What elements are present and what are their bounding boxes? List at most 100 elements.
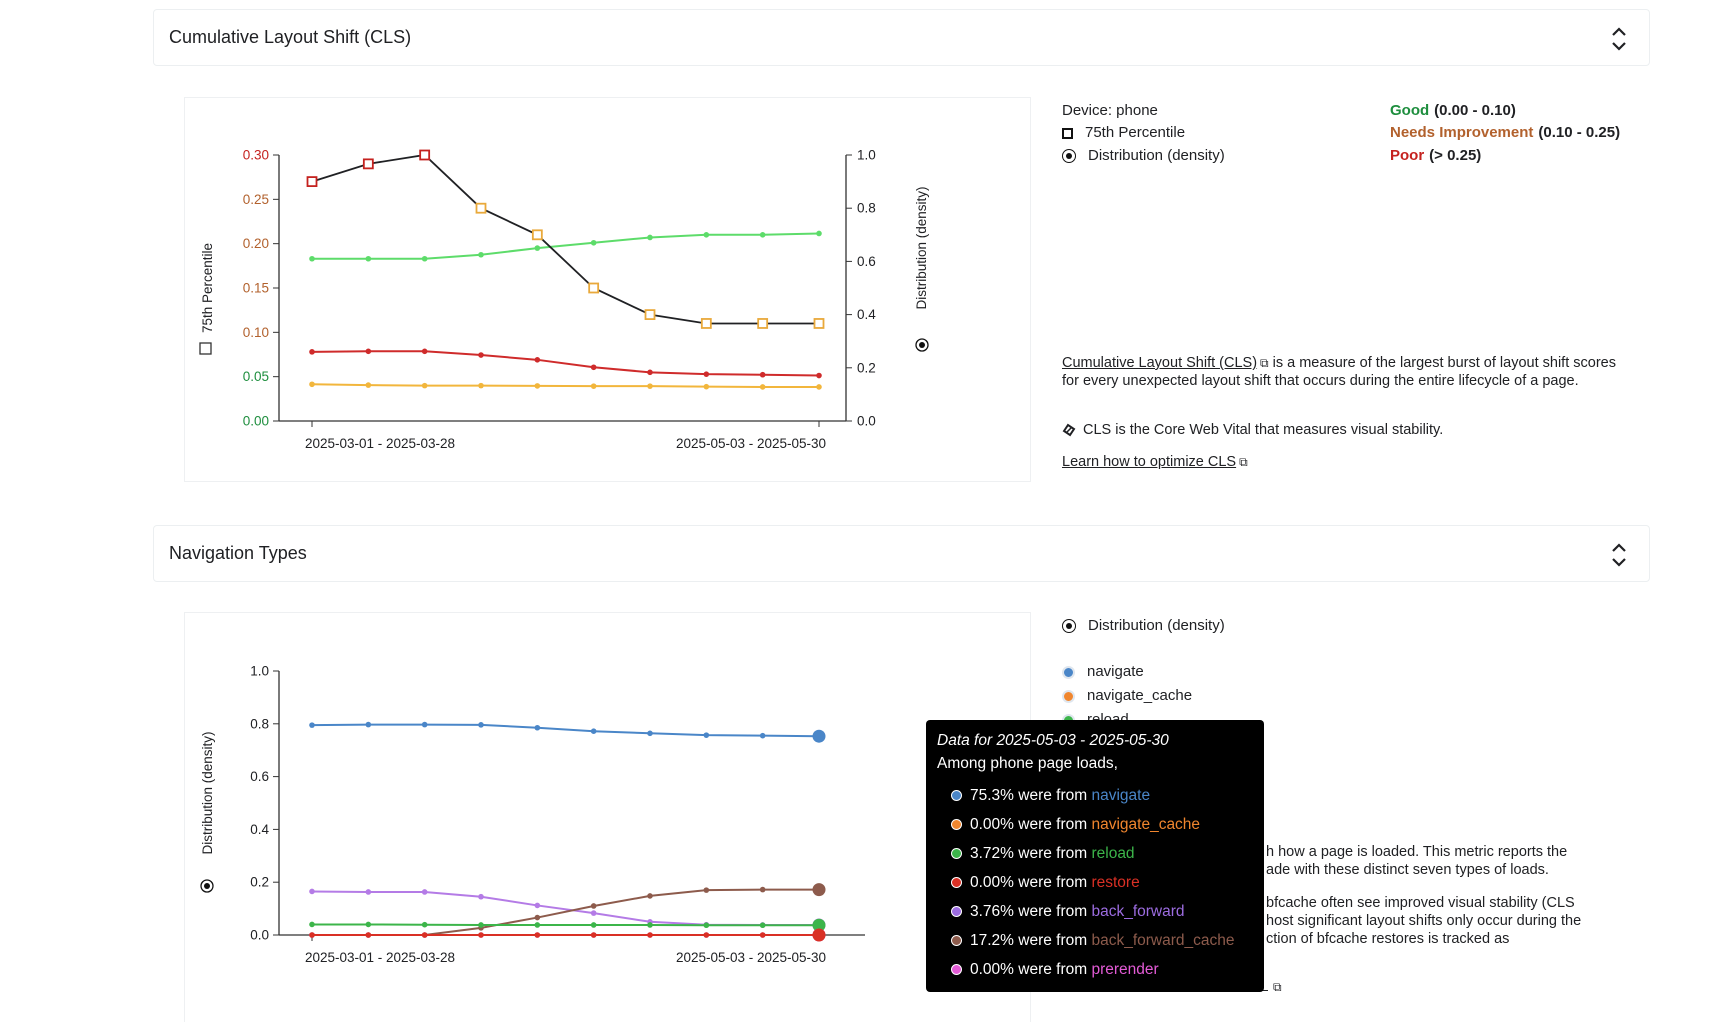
expand-collapse-icon[interactable] (1609, 542, 1629, 568)
series-point-navigate (309, 722, 315, 728)
series-point-back_forward (534, 902, 541, 909)
chart-tooltip: Data for 2025-05-03 - 2025-05-30 Among p… (926, 720, 1264, 992)
distribution-series-point (703, 383, 710, 390)
series-point-back_forward_cache (703, 887, 710, 893)
distribution-series-point (478, 382, 484, 389)
good-range: (0.00 - 0.10) (1434, 102, 1516, 119)
distribution-series-point (365, 348, 372, 355)
legend-p75-label: 75th Percentile (1085, 124, 1186, 141)
p75-point (475, 202, 487, 214)
nav-description-partial-1: h how a page is loaded. This metric repo… (1266, 843, 1646, 879)
series-point-back_forward_cache (590, 903, 597, 909)
expand-collapse-icon[interactable] (1609, 26, 1629, 52)
tooltip-row: 3.72% were from reload (937, 839, 1253, 868)
threshold-poor: Poor (> 0.25) (1390, 146, 1481, 166)
y-tick-label-right: 0.2 (857, 360, 876, 375)
radio-marker-icon (1062, 149, 1076, 163)
distribution-series-point (309, 381, 315, 388)
cls-doc-link[interactable]: Cumulative Layout Shift (CLS) (1062, 355, 1258, 371)
series-point-restore (647, 932, 653, 938)
p75-point (362, 158, 374, 170)
tooltip-row-type: restore (1091, 873, 1140, 891)
y-axis-label-left: 75th Percentile (200, 243, 215, 333)
tooltip-row: 17.2% were from back_forward_cache (937, 926, 1253, 955)
p75-point (306, 176, 318, 187)
series-point-restore (812, 928, 826, 942)
nav-desc-line: host significant layout shifts only occu… (1266, 913, 1582, 929)
series-point-reload (590, 922, 597, 928)
distribution-series-line (311, 350, 820, 377)
radio-marker-icon (1062, 619, 1076, 633)
distribution-series-point (365, 255, 372, 262)
x-tick-label: 2025-03-01 - 2025-03-28 (305, 950, 455, 965)
legend-distribution[interactable]: Distribution (density) (1062, 146, 1225, 166)
external-link-icon[interactable]: ⧉ (1273, 980, 1282, 994)
y-axis-label-right: Distribution (density) (914, 186, 929, 309)
legend-navigate[interactable]: navigate (1062, 662, 1144, 682)
tooltip-title: Data for 2025-05-03 - 2025-05-30 (937, 732, 1169, 749)
square-marker-icon (199, 342, 212, 355)
device-text: Device: phone (1062, 102, 1158, 119)
section-title: Cumulative Layout Shift (CLS) (169, 27, 412, 47)
tooltip-row: 0.00% were from restore (937, 868, 1253, 897)
y-tick-label-right: 0.4 (857, 307, 876, 322)
p75-point (813, 318, 825, 329)
series-point-reload (478, 922, 484, 928)
distribution-series-point (421, 255, 428, 262)
navigate-cache-dot-icon (1062, 689, 1075, 703)
threshold-good: Good (0.00 - 0.10) (1390, 101, 1516, 121)
learn-optimize-link[interactable]: Learn how to optimize CLS (1062, 454, 1237, 470)
distribution-series-line (312, 232, 820, 260)
series-point-back_forward (590, 910, 597, 916)
distribution-series-point (309, 349, 315, 355)
series-dot-icon (951, 819, 962, 830)
series-line-back_forward_cache (312, 888, 819, 936)
series-point-reload (309, 921, 315, 928)
distribution-series-line (311, 383, 819, 388)
external-link-icon: ⧉ (1260, 356, 1269, 370)
square-marker-icon (1062, 127, 1073, 139)
distribution-series-point (816, 230, 822, 237)
cls-section-header[interactable]: Cumulative Layout Shift (CLS) (153, 9, 1650, 66)
distribution-series-point (647, 369, 653, 376)
distribution-series-point (421, 348, 428, 355)
tooltip-row: 3.76% were from back_forward (937, 897, 1253, 926)
distribution-series-point (421, 382, 428, 389)
nav-section-header[interactable]: Navigation Types (153, 525, 1650, 582)
tooltip-row-type: navigate_cache (1091, 815, 1201, 833)
x-tick-label: 2025-05-03 - 2025-05-30 (676, 950, 826, 965)
tooltip-row-type: prerender (1091, 960, 1159, 978)
cls-chart[interactable]: 0.00 0.05 0.10 0.15 0.20 0.25 0.30 0.0 0.2 0.4 0.6… (185, 98, 1032, 483)
distribution-series-point (703, 371, 710, 377)
device-label: Device: phone (1062, 101, 1158, 121)
distribution-series-point (759, 371, 766, 378)
core-vital-icon (1062, 423, 1076, 437)
distribution-series-point (647, 383, 653, 389)
distribution-series-point (365, 382, 372, 388)
radio-marker-icon (204, 883, 210, 889)
series-point-back_forward_cache (534, 914, 541, 921)
nav-legend-distribution[interactable]: Distribution (density) (1062, 616, 1225, 636)
tooltip-row: 75.3% were from navigate (937, 781, 1253, 810)
tooltip-row: 0.00% were from prerender (937, 955, 1253, 984)
legend-p75[interactable]: 75th Percentile (1062, 123, 1185, 143)
series-point-back_forward (478, 893, 484, 900)
series-point-restore (365, 932, 372, 938)
core-vital-text: CLS is the Core Web Vital that measures … (1083, 422, 1444, 438)
series-point-back_forward (309, 888, 315, 895)
series-dot-icon (951, 906, 962, 917)
series-line-back_forward (311, 890, 819, 926)
nav-chart[interactable]: 0.0 0.2 0.4 0.6 0.8 1.0 2025-03-01 - 2025-03-2… (185, 613, 1032, 1023)
series-dot-icon (951, 848, 962, 859)
series-point-back_forward_cache (812, 883, 826, 897)
y-tick-label-left: 0.00 (243, 414, 269, 429)
distribution-series-point (816, 384, 822, 390)
y-tick-label: 0.0 (250, 928, 269, 943)
tooltip-row-type: reload (1091, 844, 1135, 862)
legend-navigate-cache[interactable]: navigate_cache (1062, 686, 1192, 706)
series-dot-icon (951, 790, 962, 801)
distribution-series-point (534, 383, 541, 389)
tooltip-row-pct: 3.76% were from (970, 902, 1092, 920)
series-point-restore (590, 932, 597, 938)
distribution-series-point (309, 255, 315, 262)
